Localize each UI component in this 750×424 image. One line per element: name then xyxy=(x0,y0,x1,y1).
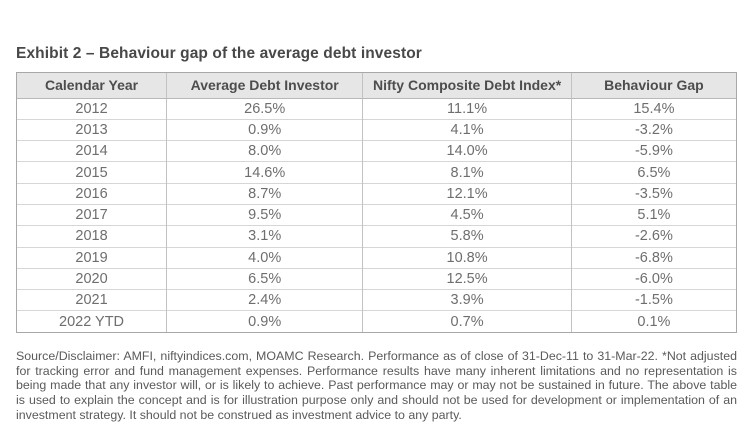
table-cell: 0.9% xyxy=(166,310,363,333)
table-cell: 4.5% xyxy=(362,203,572,226)
table-cell: 0.7% xyxy=(362,310,572,333)
table-cell: 6.5% xyxy=(570,161,736,184)
table-row: 2015 14.6% 8.1% 6.5% xyxy=(17,161,736,184)
table-header-row: Calendar Year Average Debt Investor Nift… xyxy=(17,73,736,99)
table-cell: 8.0% xyxy=(166,140,363,162)
table-cell: 0.1% xyxy=(570,310,736,333)
table-cell: 5.1% xyxy=(570,203,736,226)
table-cell: 2012 xyxy=(17,98,167,120)
table-cell: 0.9% xyxy=(166,118,363,141)
table-cell: 2022 YTD xyxy=(17,310,167,333)
table-cell: 26.5% xyxy=(166,98,363,120)
table-cell: 2020 xyxy=(17,267,167,290)
table-cell: 2.4% xyxy=(166,289,363,311)
table-cell: 8.7% xyxy=(166,182,363,205)
table-cell: 2018 xyxy=(17,225,167,248)
table-cell: 9.5% xyxy=(166,203,363,226)
table-row: 2014 8.0% 14.0% -5.9% xyxy=(17,140,736,162)
table-row: 2013 0.9% 4.1% -3.2% xyxy=(17,118,736,141)
table-cell: -5.9% xyxy=(570,140,736,162)
table-cell: 3.1% xyxy=(166,225,363,248)
table-row: 2018 3.1% 5.8% -2.6% xyxy=(17,225,736,248)
table-cell: 6.5% xyxy=(166,267,363,290)
table-cell: -1.5% xyxy=(570,289,736,311)
table-cell: 2016 xyxy=(17,182,167,205)
column-header-average-debt-investor: Average Debt Investor xyxy=(166,73,363,99)
table-cell: 2015 xyxy=(17,161,167,184)
table-row: 2017 9.5% 4.5% 5.1% xyxy=(17,203,736,226)
table-cell: 4.0% xyxy=(166,246,363,269)
table-row: 2020 6.5% 12.5% -6.0% xyxy=(17,267,736,290)
table-cell: -6.0% xyxy=(570,267,736,290)
table-cell: 12.5% xyxy=(362,267,572,290)
table-row: 2022 YTD 0.9% 0.7% 0.1% xyxy=(17,310,736,333)
table-cell: 2014 xyxy=(17,140,167,162)
table-body: 2012 26.5% 11.1% 15.4% 2013 0.9% 4.1% -3.2% 2014… xyxy=(17,98,736,333)
table-cell: 5.8% xyxy=(362,225,572,248)
table-cell: -3.5% xyxy=(570,182,736,205)
column-header-calendar-year: Calendar Year xyxy=(17,73,167,99)
table-cell: -3.2% xyxy=(570,118,736,141)
table-cell: 15.4% xyxy=(570,98,736,120)
table-cell: 2021 xyxy=(17,289,167,311)
table-cell: 12.1% xyxy=(362,182,572,205)
table-cell: 3.9% xyxy=(362,289,572,311)
column-header-nifty-composite-debt-index: Nifty Composite Debt Index* xyxy=(362,73,572,99)
table-row: 2016 8.7% 12.1% -3.5% xyxy=(17,182,736,205)
table-cell: 2017 xyxy=(17,203,167,226)
table-cell: 14.6% xyxy=(166,161,363,184)
table-cell: 8.1% xyxy=(362,161,572,184)
table-cell: 11.1% xyxy=(362,98,572,120)
source-disclaimer-text: Source/Disclaimer: AMFI, niftyindices.co… xyxy=(16,349,737,422)
table-cell: 14.0% xyxy=(362,140,572,162)
column-header-behaviour-gap: Behaviour Gap xyxy=(570,73,736,99)
table-cell: -6.8% xyxy=(570,246,736,269)
table-header: Calendar Year Average Debt Investor Nift… xyxy=(17,73,736,99)
table-cell: 10.8% xyxy=(362,246,572,269)
table-row: 2019 4.0% 10.8% -6.8% xyxy=(17,246,736,269)
behaviour-gap-table: Calendar Year Average Debt Investor Nift… xyxy=(16,72,737,334)
table-cell: 2013 xyxy=(17,118,167,141)
table-cell: 2019 xyxy=(17,246,167,269)
table-cell: 4.1% xyxy=(362,118,572,141)
exhibit-title: Exhibit 2 – Behaviour gap of the average… xyxy=(16,45,422,62)
table-row: 2021 2.4% 3.9% -1.5% xyxy=(17,289,736,311)
data-table: Calendar Year Average Debt Investor Nift… xyxy=(17,73,736,333)
table-cell: -2.6% xyxy=(570,225,736,248)
table-row: 2012 26.5% 11.1% 15.4% xyxy=(17,98,736,120)
